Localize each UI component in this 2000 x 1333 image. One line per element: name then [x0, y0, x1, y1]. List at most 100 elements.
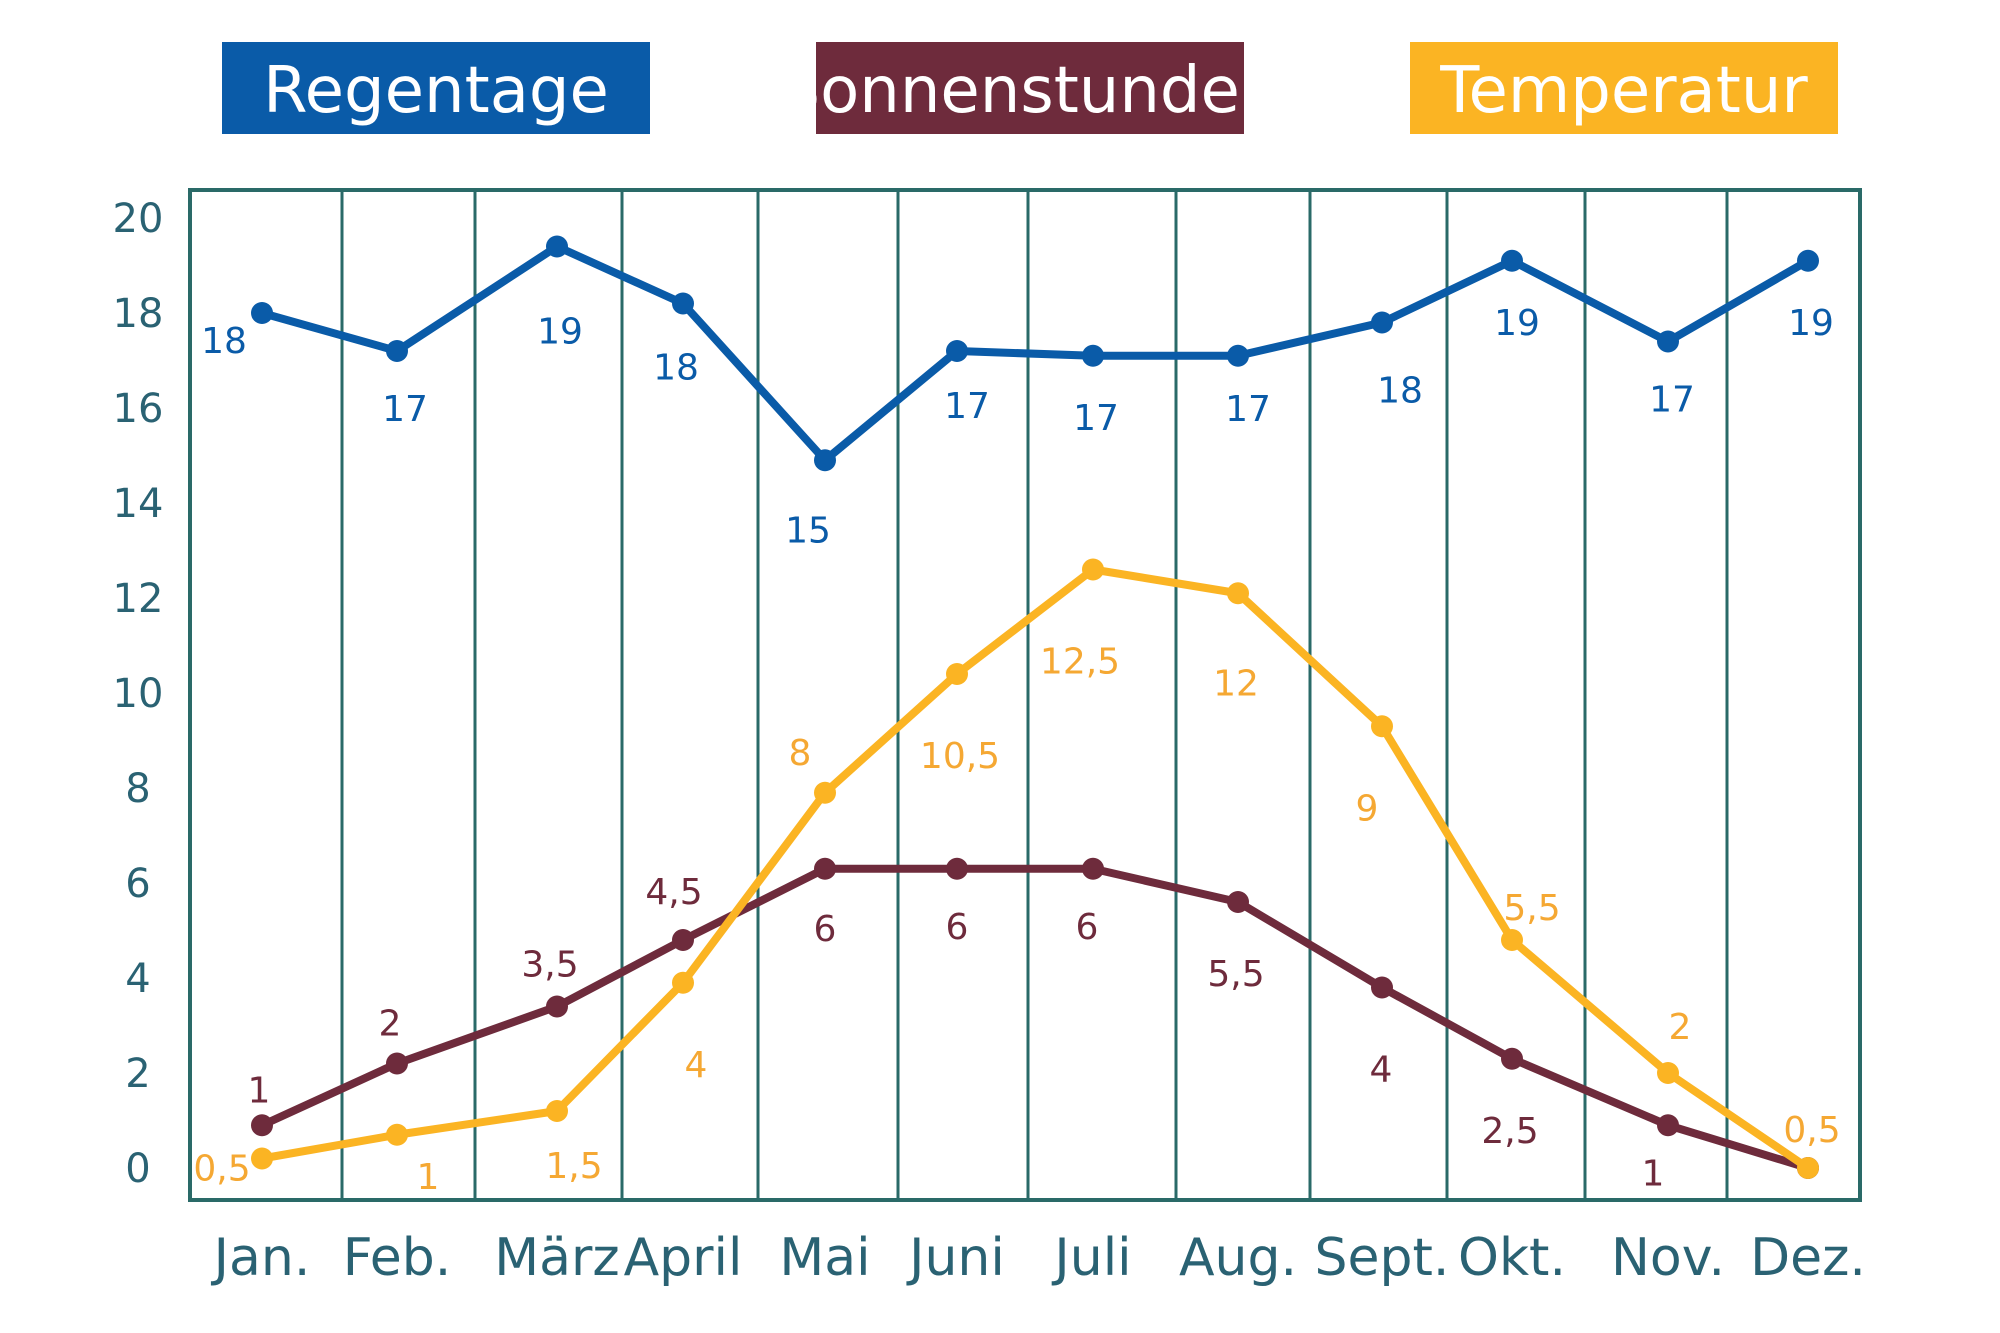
data-point [672, 929, 694, 951]
data-label: 15 [785, 510, 831, 551]
data-point [546, 1100, 568, 1122]
y-axis: 0 2 4 6 8 10 12 14 16 18 20 [113, 196, 164, 1192]
data-label: 1 [1642, 1153, 1665, 1194]
data-point [1371, 311, 1393, 334]
y-tick-label: 20 [113, 196, 164, 242]
data-point [814, 857, 836, 880]
data-label: 18 [653, 348, 699, 389]
data-label: 19 [1788, 303, 1834, 344]
data-point [1227, 344, 1249, 367]
data-label: 18 [201, 321, 247, 362]
legend-label: Sonnenstunden [780, 54, 1281, 128]
x-tick-label: Nov. [1611, 1228, 1725, 1288]
data-point [1501, 249, 1523, 272]
data-label: 2 [1669, 1007, 1692, 1048]
data-label: 2 [379, 1004, 402, 1045]
series-line [258, 565, 1812, 1172]
x-tick-label: März [494, 1228, 619, 1288]
series-temperatur [251, 558, 1819, 1179]
y-tick-label: 8 [125, 766, 150, 812]
legend: Regentage Sonnenstunden Temperatur [222, 42, 1838, 134]
data-point [672, 292, 694, 315]
series-regentage [251, 235, 1819, 472]
y-tick-label: 2 [125, 1051, 150, 1097]
data-point [386, 1052, 408, 1075]
data-point [251, 1114, 273, 1137]
data-point [1501, 1047, 1523, 1070]
data-point [251, 1147, 273, 1170]
data-label: 6 [1076, 907, 1099, 948]
y-tick-label: 12 [113, 576, 164, 622]
data-label: 6 [946, 907, 969, 948]
data-label: 5,5 [1207, 954, 1264, 995]
data-point [1082, 558, 1104, 581]
data-label: 0,5 [193, 1149, 250, 1190]
data-label: 2,5 [1481, 1111, 1538, 1152]
x-tick-label: Aug. [1179, 1228, 1297, 1288]
data-point [546, 995, 568, 1018]
data-point [946, 663, 968, 685]
data-label: 8 [789, 733, 812, 774]
data-point [1227, 891, 1249, 913]
data-label: 1 [417, 1157, 440, 1198]
series-area [251, 235, 1819, 1179]
data-label: 0,5 [1783, 1110, 1840, 1151]
x-tick-label: Jan. [211, 1228, 311, 1288]
data-point [1797, 249, 1819, 272]
data-label: 18 [1377, 371, 1423, 412]
data-point [1082, 857, 1104, 880]
y-tick-label: 10 [113, 671, 164, 717]
x-tick-label: Juni [906, 1228, 1005, 1288]
data-point [946, 340, 968, 362]
data-label: 12 [1213, 663, 1259, 704]
data-label: 5,5 [1503, 888, 1560, 929]
x-tick-label: Okt. [1458, 1228, 1566, 1288]
data-label: 4,5 [645, 872, 702, 913]
data-label: 19 [1494, 303, 1540, 344]
x-tick-label: Mai [779, 1228, 870, 1288]
data-label: 3,5 [521, 945, 578, 986]
y-tick-label: 0 [125, 1146, 150, 1192]
legend-swatch [222, 42, 650, 134]
data-label: 17 [1225, 389, 1271, 430]
data-point [672, 971, 694, 994]
data-point [814, 781, 836, 804]
x-tick-label: Feb. [343, 1228, 452, 1288]
data-label: 9 [1356, 788, 1379, 829]
data-point [251, 302, 273, 324]
data-label: 6 [814, 909, 837, 950]
data-label: 1 [248, 1070, 271, 1111]
y-tick-label: 6 [125, 861, 150, 907]
data-point [386, 340, 408, 362]
data-point [1657, 1062, 1679, 1084]
x-tick-label: Juli [1051, 1228, 1131, 1288]
data-point [386, 1123, 408, 1146]
data-label: 4 [1370, 1050, 1393, 1091]
data-point [1797, 1157, 1819, 1179]
data-point [1227, 582, 1249, 605]
data-point [1657, 330, 1679, 353]
data-point [1501, 929, 1523, 951]
y-tick-label: 18 [113, 291, 164, 337]
legend-label: Regentage [263, 54, 609, 128]
data-point [1371, 715, 1393, 738]
data-label: 10,5 [920, 736, 1000, 777]
data-label: 12,5 [1040, 642, 1120, 683]
x-axis: Jan. Feb. März April Mai Juni Juli Aug. Sept. Okt… [211, 1228, 1866, 1288]
y-tick-label: 16 [113, 386, 164, 432]
legend-swatch [816, 42, 1244, 134]
x-tick-label: April [624, 1228, 743, 1288]
data-label: 17 [1649, 380, 1695, 421]
data-point [946, 857, 968, 880]
data-label: 17 [944, 386, 990, 427]
legend-item-sonnenstunden: Sonnenstunden [780, 42, 1281, 134]
data-point [546, 235, 568, 258]
legend-item-regentage: Regentage [222, 42, 650, 134]
x-tick-label: Sept. [1315, 1228, 1450, 1288]
data-point [1371, 976, 1393, 999]
data-point [814, 449, 836, 472]
series-line [258, 864, 1812, 1172]
data-label: 17 [1073, 398, 1119, 439]
